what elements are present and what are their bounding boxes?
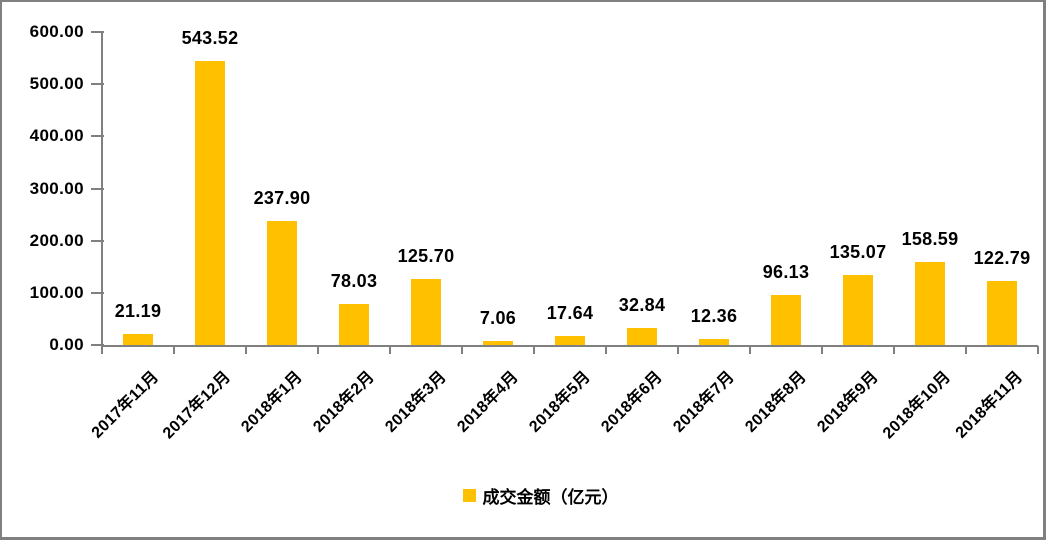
bar [483, 341, 513, 345]
bar-value-label: 158.59 [901, 229, 959, 250]
bar [915, 262, 945, 345]
bar-value-label: 122.79 [973, 247, 1031, 268]
bar [195, 61, 225, 345]
bar-value-label: 21.19 [114, 300, 162, 321]
legend: 成交金额（亿元） [20, 483, 1043, 508]
x-tick-mark [461, 346, 463, 354]
bar [843, 274, 873, 345]
x-tick-mark [749, 346, 751, 354]
legend-marker-icon [462, 489, 476, 502]
y-tick-mark [91, 291, 104, 294]
y-tick-mark [91, 239, 104, 242]
x-tick-mark [101, 346, 103, 354]
bar [627, 327, 657, 345]
x-category-label-text: 2018年1月 [238, 368, 307, 436]
y-tick-mark [91, 187, 104, 190]
x-tick-mark [317, 346, 319, 354]
bar-value-label: 543.52 [181, 28, 239, 49]
y-axis-tick-label: 0.00 [49, 335, 84, 354]
x-category-label-text: 2018年8月 [742, 368, 811, 436]
y-axis-tick-label: 500.00 [29, 74, 84, 94]
bar-value-label: 96.13 [762, 261, 810, 282]
x-category-label-text: 2018年9月 [814, 368, 883, 436]
x-tick-mark [893, 346, 895, 354]
y-axis-tick-label: 600.00 [29, 22, 84, 41]
x-category-label-text: 2018年6月 [598, 368, 667, 436]
y-axis-tick-label: 100.00 [29, 282, 84, 302]
x-tick-mark [533, 346, 535, 354]
x-tick-mark [605, 346, 607, 354]
x-tick-mark [677, 346, 679, 354]
x-category-label-text: 2018年7月 [670, 368, 739, 436]
bar-value-label: 7.06 [479, 308, 517, 329]
x-category-label-text: 2018年11月 [952, 368, 1027, 442]
y-axis-tick-label: 400.00 [29, 126, 84, 146]
y-tick-mark [91, 344, 104, 346]
x-tick-mark [821, 346, 823, 354]
bar [699, 338, 729, 345]
x-tick-mark [965, 346, 967, 354]
bar [339, 304, 369, 345]
x-tick-mark [389, 346, 391, 354]
y-tick-mark [91, 83, 104, 86]
x-tick-mark [173, 346, 175, 354]
bar-value-label: 12.36 [690, 305, 738, 326]
x-axis-line [102, 345, 1038, 347]
bar-value-label: 17.64 [546, 302, 594, 323]
x-tick-mark [1037, 346, 1039, 354]
legend-label: 成交金额（亿元） [482, 488, 619, 507]
x-category-label-text: 2018年4月 [454, 368, 523, 436]
bar-value-label: 237.90 [253, 187, 311, 208]
x-category-label-text: 2018年5月 [526, 368, 595, 436]
x-category-label-text: 2017年11月 [88, 368, 163, 442]
x-category-label-text: 2018年10月 [880, 368, 955, 443]
x-category-label-text: 2017年12月 [160, 368, 235, 443]
y-tick-mark [91, 135, 104, 138]
y-tick-mark [91, 31, 104, 33]
y-axis-line [101, 32, 103, 352]
bar [123, 333, 153, 345]
bar-value-label: 32.84 [618, 294, 666, 315]
x-tick-mark [245, 346, 247, 354]
bar [771, 294, 801, 345]
bar-value-label: 135.07 [829, 241, 887, 262]
y-axis-tick-label: 300.00 [29, 178, 84, 198]
y-axis-tick-label: 200.00 [29, 230, 84, 250]
bar [555, 335, 585, 345]
bar-value-label: 78.03 [330, 271, 378, 292]
x-category-label-text: 2018年3月 [382, 368, 451, 436]
bar [987, 280, 1017, 345]
bar [411, 279, 441, 345]
x-category-label-text: 2018年2月 [310, 368, 379, 436]
bar-value-label: 125.70 [397, 246, 455, 267]
bar [267, 220, 297, 345]
